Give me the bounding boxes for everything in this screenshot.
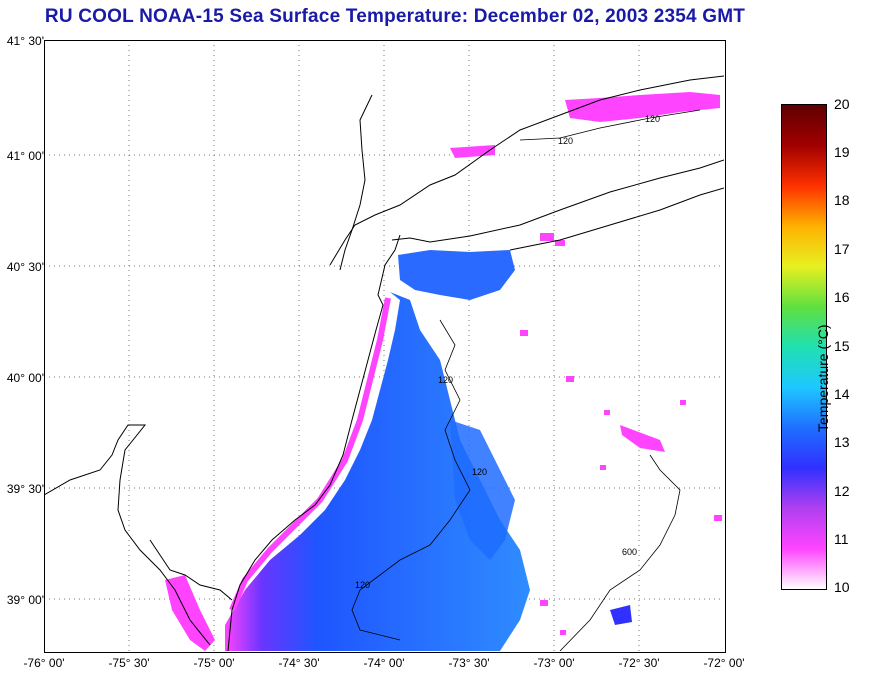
isobath-label: 120: [558, 136, 573, 146]
isobath-label: 120: [438, 375, 453, 385]
colorbar-tick: 18: [834, 192, 850, 208]
coastline: [45, 75, 724, 651]
isobath-label: 600: [622, 547, 637, 557]
lon-label: -73° 00': [533, 656, 575, 670]
sst-scattered-pixels: [520, 233, 722, 635]
colorbar-tick: 15: [834, 338, 850, 354]
colorbar-tick: 11: [834, 531, 849, 547]
colorbar-tick: 13: [834, 434, 850, 450]
colorbar-tick: 16: [834, 289, 850, 305]
hudson-valley: [339, 94, 373, 271]
lat-label: 40° 00': [6, 371, 44, 385]
lon-label: -75° 00': [193, 656, 235, 670]
isobath-label: 120: [472, 467, 487, 477]
lon-label: -72° 00': [703, 656, 745, 670]
lon-label: -75° 30': [108, 656, 150, 670]
li-south-shore: [509, 187, 724, 251]
lat-label: 41° 00': [6, 149, 44, 163]
colorbar-tick: 12: [834, 483, 850, 499]
lon-label: -72° 30': [618, 656, 660, 670]
lon-label: -73° 30': [448, 656, 490, 670]
isobath-label: 120: [645, 114, 660, 124]
isobath-600: [559, 454, 681, 651]
lat-label: 39° 30': [6, 482, 44, 496]
map-title: RU COOL NOAA-15 Sea Surface Temperature:…: [44, 6, 746, 27]
ny-li-coast: [391, 159, 724, 243]
colorbar-tick: 14: [834, 386, 850, 402]
ct-coast: [329, 75, 724, 266]
colorbar-tick: 10: [834, 579, 850, 595]
lat-label: 40° 30': [6, 260, 44, 274]
lon-label: -74° 30': [278, 656, 320, 670]
lon-label: -74° 00': [363, 656, 405, 670]
sst-li-sound-patch: [565, 92, 720, 122]
colorbar-tick: 19: [834, 144, 850, 160]
delaware-bay: [45, 424, 211, 646]
isobaths: [351, 109, 701, 651]
temperature-colorbar: [781, 104, 827, 590]
colorbar-label: Temperature (°C): [815, 324, 831, 432]
sst-scatter-patch-2: [610, 605, 632, 625]
colorbar-tick: 20: [834, 96, 850, 112]
nj-coast: [227, 234, 401, 651]
sst-scatter-patch: [620, 425, 665, 452]
isobath-120-li: [519, 109, 701, 141]
colorbar-tick: 17: [834, 241, 850, 257]
sst-nearshore-swath: [225, 292, 530, 651]
sst-offshore-patches: [450, 420, 515, 560]
sst-ny-bight: [398, 250, 515, 300]
isobath-label: 120: [355, 580, 370, 590]
lon-label: -76° 00': [23, 656, 65, 670]
isobath-120-nearshore: [351, 319, 471, 641]
lat-label: 41° 30': [6, 34, 44, 48]
lat-label: 39° 00': [6, 593, 44, 607]
delaware-river: [149, 539, 233, 601]
